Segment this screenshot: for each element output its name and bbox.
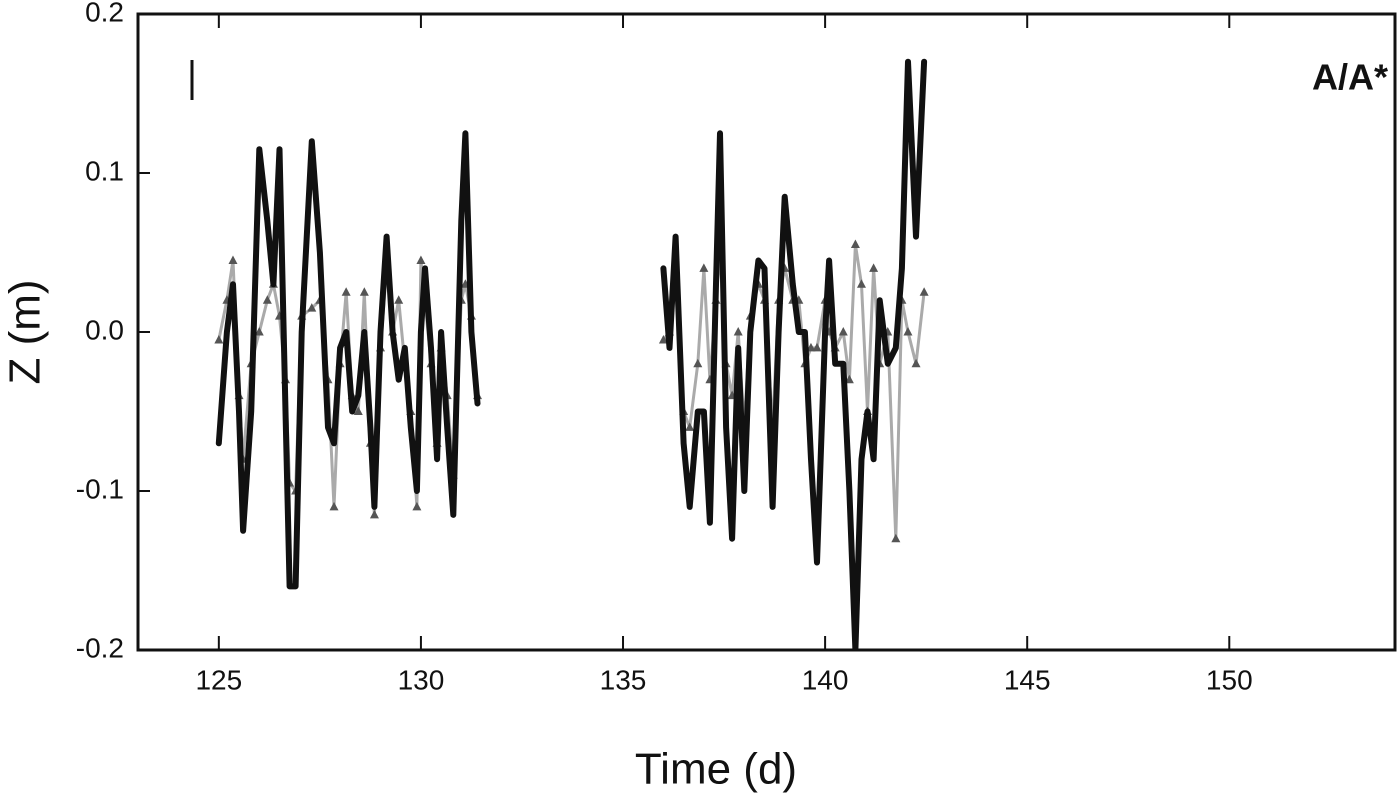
point-marker: [394, 295, 404, 304]
point-marker: [869, 263, 879, 272]
y-tick-label: 0.2: [85, 0, 124, 27]
point-marker: [856, 279, 866, 288]
annotation: A/A*: [1312, 57, 1388, 98]
point-marker: [341, 287, 351, 296]
point-marker: [911, 358, 921, 368]
x-axis-label: Time (d): [635, 745, 797, 794]
y-tick-label: 0.0: [85, 314, 124, 345]
point-marker: [658, 334, 668, 344]
point-marker: [412, 501, 422, 511]
y-axis-label: Z (m): [1, 279, 50, 384]
point-marker: [416, 255, 426, 264]
x-tick-label: 150: [1206, 664, 1253, 695]
x-tick-label: 135: [600, 664, 647, 695]
x-tick-label: 145: [1004, 664, 1051, 695]
y-tick-label: -0.2: [76, 632, 124, 663]
point-marker: [699, 263, 709, 272]
point-marker: [359, 287, 369, 296]
series-line: [215, 58, 928, 650]
plot-area: [214, 58, 929, 650]
point-marker: [262, 295, 272, 304]
point-marker: [307, 303, 317, 312]
point-marker: [733, 327, 743, 336]
point-marker: [850, 239, 860, 249]
x-tick-label: 130: [398, 664, 445, 695]
point-marker: [891, 533, 901, 543]
point-marker: [214, 334, 224, 344]
point-marker: [254, 327, 264, 336]
point-marker: [693, 358, 703, 368]
point-marker: [919, 287, 929, 296]
x-tick-label: 125: [195, 664, 242, 695]
point-marker: [903, 327, 913, 336]
point-marker: [369, 509, 379, 519]
point-marker: [685, 422, 695, 431]
x-tick-label: 140: [802, 664, 849, 695]
point-marker: [329, 501, 339, 511]
point-marker: [812, 342, 822, 352]
point-marker: [353, 406, 363, 415]
y-tick-label: -0.1: [76, 473, 124, 504]
point-marker: [228, 255, 238, 264]
point-marker: [838, 327, 848, 336]
y-tick-label: 0.1: [85, 155, 124, 186]
